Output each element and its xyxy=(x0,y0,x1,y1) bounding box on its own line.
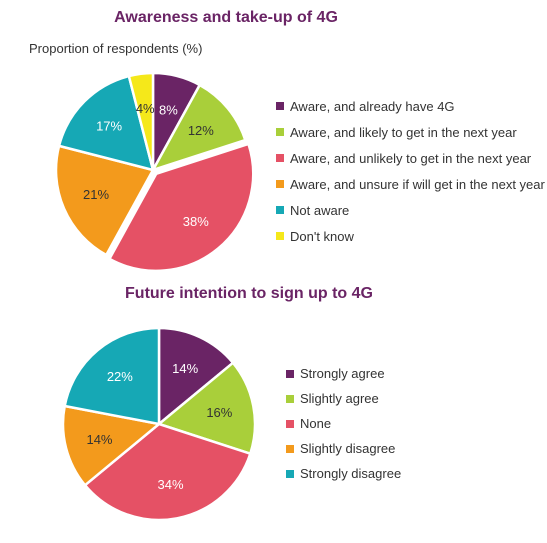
legend-label: Strongly disagree xyxy=(300,466,402,481)
legend-swatch xyxy=(286,469,294,478)
chart2-slice-strongly-agree xyxy=(157,326,235,426)
legend-swatch xyxy=(276,232,284,240)
chart1-legend: Aware, and already have 4G Aware, and lik… xyxy=(276,93,545,249)
legend-label: Aware, and unsure if will get in the nex… xyxy=(290,176,545,192)
chart2-legend-item-strongly-agree: Strongly agree xyxy=(286,361,401,386)
legend-swatch xyxy=(276,102,284,110)
chart2-legend-item-slightly-disagree: Slightly disagree xyxy=(286,436,401,461)
chart1-data-label-aware-and-already-have-4g: 8% xyxy=(159,102,178,117)
chart2-data-label-strongly-agree: 14% xyxy=(172,361,198,376)
chart2-slice-slightly-disagree xyxy=(61,404,161,487)
chart1-slice-aware-and-unlikely-to-get-in-the-next-year xyxy=(108,142,255,273)
chart2-data-label-strongly-disagree: 22% xyxy=(107,369,133,384)
chart1-data-label-aware-and-likely-to-get-in-the-next-year: 12% xyxy=(188,123,214,138)
legend-label: Strongly agree xyxy=(300,366,385,381)
legend-swatch xyxy=(276,180,284,188)
chart1-slice-don-t-know xyxy=(127,71,155,172)
chart2-data-label-none: 34% xyxy=(157,477,183,492)
legend-swatch xyxy=(276,206,284,214)
chart1-legend-item-aware-and-already-have-4g: Aware, and already have 4G xyxy=(276,93,545,119)
chart1-legend-item-not-aware: Not aware xyxy=(276,197,545,223)
chart1-data-label-not-aware: 17% xyxy=(96,119,122,134)
legend-label: None xyxy=(300,416,332,431)
chart1-legend-item-don-t-know: Don't know xyxy=(276,223,545,249)
chart1-slice-aware-and-likely-to-get-in-the-next-year xyxy=(151,83,247,172)
legend-label: Aware, and likely to get in the next yea… xyxy=(290,124,517,140)
chart1-title: Awareness and take-up of 4G xyxy=(114,9,338,26)
chart1-data-label-aware-and-unsure-if-will-get-in-the-next-year: 21% xyxy=(83,187,109,202)
chart2-legend-item-none: None xyxy=(286,411,401,436)
chart1-legend-item-aware-and-likely-to-get-in-the-next-year: Aware, and likely to get in the next yea… xyxy=(276,119,545,145)
chart1-slice-aware-and-unsure-if-will-get-in-the-next-year xyxy=(54,144,155,257)
legend-swatch xyxy=(286,419,294,428)
legend-label: Aware, and already have 4G xyxy=(290,98,455,114)
legend-swatch xyxy=(286,444,294,453)
chart1-data-label-aware-and-unlikely-to-get-in-the-next-year: 38% xyxy=(183,214,209,229)
legend-swatch xyxy=(276,128,284,136)
chart2-slice-none xyxy=(83,422,252,522)
chart2-title: Future intention to sign up to 4G xyxy=(125,285,373,302)
legend-label: Don't know xyxy=(290,228,354,244)
chart2-slice-strongly-disagree xyxy=(63,326,161,426)
legend-label: Slightly agree xyxy=(300,391,379,406)
chart2-legend: Strongly agree Slightly agree None Slightly… xyxy=(286,361,401,486)
chart1-slice-not-aware xyxy=(57,74,155,172)
legend-swatch xyxy=(276,154,284,162)
chart1-legend-item-aware-and-unsure-if-will-get-in-the-next-year: Aware, and unsure if will get in the nex… xyxy=(276,171,545,197)
chart2-data-label-slightly-agree: 16% xyxy=(206,405,232,420)
chart1-legend-item-aware-and-unlikely-to-get-in-the-next-year: Aware, and unlikely to get in the next y… xyxy=(276,145,545,171)
legend-label: Slightly disagree xyxy=(300,441,396,456)
legend-label: Not aware xyxy=(290,202,350,218)
chart2-data-label-slightly-disagree: 14% xyxy=(86,432,112,447)
chart1-subtitle: Proportion of respondents (%) xyxy=(29,41,203,56)
legend-swatch xyxy=(286,369,294,378)
legend-swatch xyxy=(286,394,294,403)
chart2-legend-item-slightly-agree: Slightly agree xyxy=(286,386,401,411)
chart1-data-label-don-t-know: 4% xyxy=(136,101,155,116)
chart2-legend-item-strongly-disagree: Strongly disagree xyxy=(286,461,401,486)
legend-label: Aware, and unlikely to get in the next y… xyxy=(290,150,532,166)
